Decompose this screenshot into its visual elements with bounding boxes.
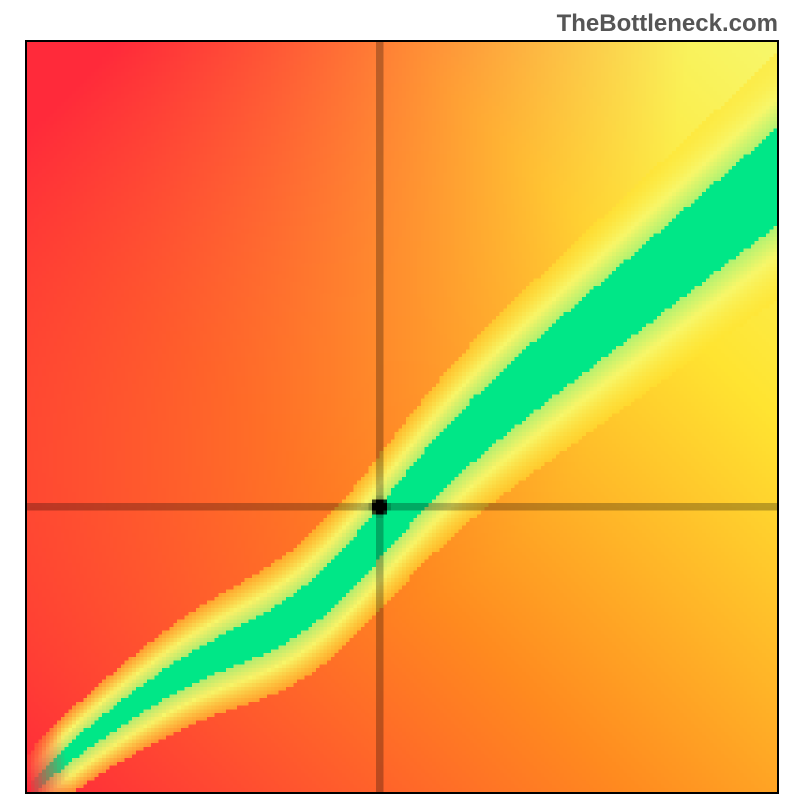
watermark-text: TheBottleneck.com: [557, 10, 778, 38]
plot-area: [25, 40, 779, 794]
heatmap-canvas: [27, 42, 777, 792]
chart-container: TheBottleneck.com: [0, 0, 800, 800]
